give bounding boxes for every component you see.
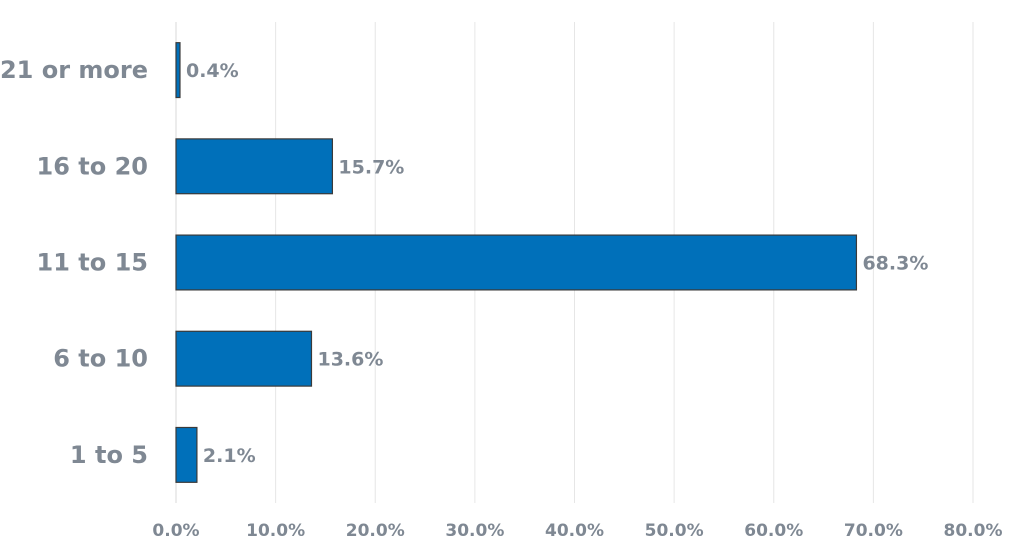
data-label: 13.6% — [317, 349, 383, 371]
x-axis-tick-labels: 0.0% 10.0% 20.0% 30.0% 40.0% 50.0% 60.0% 70.0% 8… — [152, 521, 1002, 541]
x-tick-label: 40.0% — [545, 521, 604, 541]
x-tick-label: 80.0% — [944, 521, 1003, 541]
data-label: 68.3% — [862, 253, 928, 275]
category-labels: 21 or more 16 to 20 11 to 15 6 to 10 1 to 5 — [0, 56, 148, 469]
data-label: 2.1% — [203, 445, 256, 467]
category-label: 1 to 5 — [70, 441, 148, 469]
category-label: 16 to 20 — [37, 152, 148, 180]
bar — [175, 426, 198, 483]
bar — [175, 234, 858, 291]
x-tick-label: 20.0% — [346, 521, 405, 541]
data-label: 0.4% — [186, 60, 239, 82]
bar — [175, 42, 181, 99]
bars-group — [175, 42, 858, 483]
x-tick-label: 0.0% — [152, 521, 199, 541]
category-label: 11 to 15 — [37, 249, 148, 277]
bar — [175, 330, 313, 387]
x-tick-label: 60.0% — [744, 521, 803, 541]
data-labels: 0.4% 15.7% 68.3% 13.6% 2.1% — [186, 60, 928, 467]
x-tick-label: 10.0% — [246, 521, 305, 541]
x-tick-label: 50.0% — [645, 521, 704, 541]
x-tick-label: 70.0% — [844, 521, 903, 541]
bar — [175, 138, 334, 195]
x-tick-label: 30.0% — [445, 521, 504, 541]
data-label: 15.7% — [338, 156, 404, 178]
category-label: 6 to 10 — [53, 345, 148, 373]
category-label: 21 or more — [0, 56, 148, 84]
